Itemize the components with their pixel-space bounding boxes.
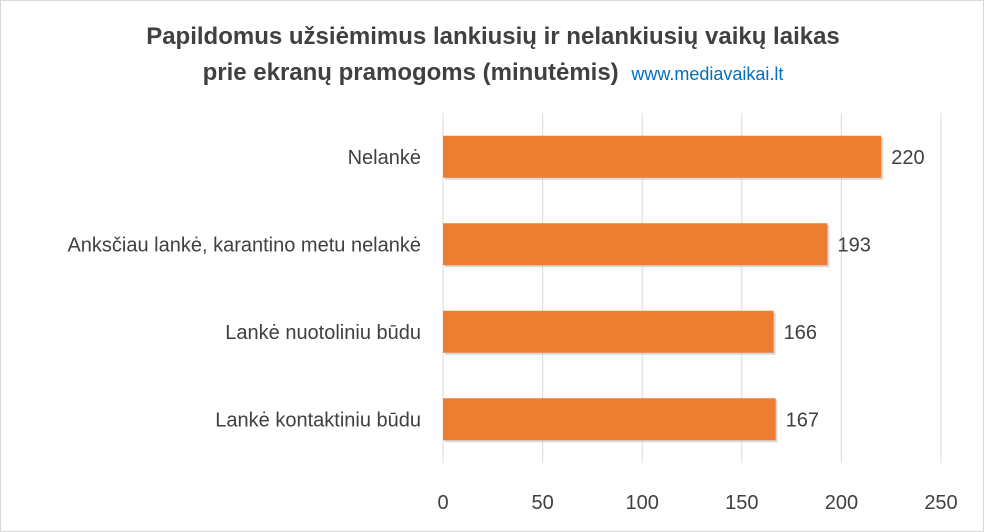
data-label: 220 <box>891 147 924 169</box>
x-tick-label: 100 <box>626 492 659 514</box>
bar <box>443 135 882 178</box>
chart-title-text-2: prie ekranų pramogoms (minutėmis) <box>202 59 619 86</box>
x-tick-label: 150 <box>725 492 758 514</box>
x-tick-label: 0 <box>437 492 448 514</box>
source-url: www.mediavaikai.lt <box>631 64 784 84</box>
bar <box>443 310 774 353</box>
chart-title-line2: prie ekranų pramogoms (minutėmis) www.me… <box>1 59 984 87</box>
category-label: Lankė nuotoliniu būdu <box>225 322 421 344</box>
x-tick-label: 250 <box>924 492 957 514</box>
chart-title-text-1: Papildomus užsiėmimus lankiusių ir nelan… <box>146 23 840 50</box>
category-label: Anksčiau lankė, karantino metu nelankė <box>67 234 421 256</box>
category-label: Lankė kontaktiniu būdu <box>215 409 421 431</box>
chart-title-line1: Papildomus užsiėmimus lankiusių ir nelan… <box>1 23 984 51</box>
category-label: Nelankė <box>348 147 421 169</box>
x-tick-label: 50 <box>531 492 553 514</box>
data-label: 166 <box>784 322 817 344</box>
bar <box>443 398 776 441</box>
x-tick-label: 200 <box>825 492 858 514</box>
data-label: 193 <box>837 234 870 256</box>
bar <box>443 223 828 266</box>
data-label: 167 <box>786 409 819 431</box>
